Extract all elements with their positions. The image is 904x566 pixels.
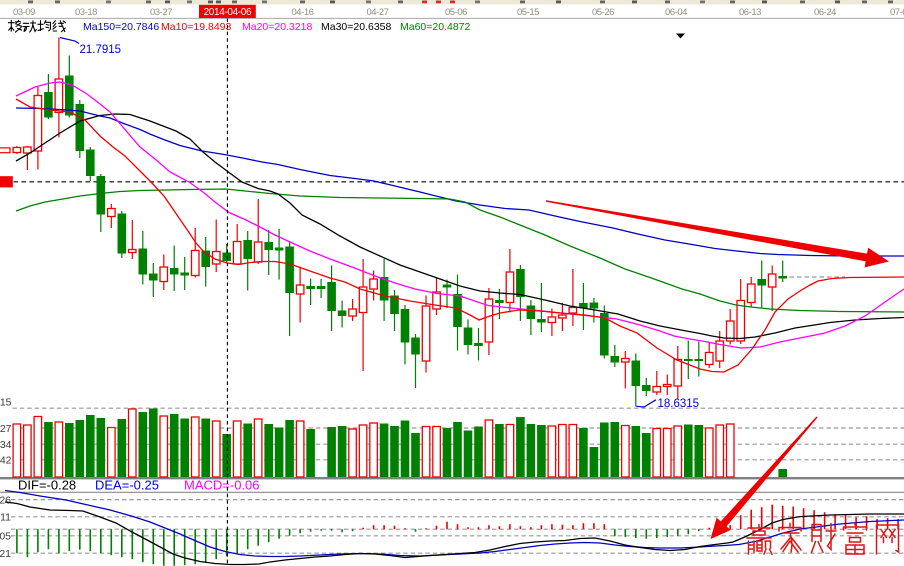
svg-text:15: 15 <box>0 396 12 408</box>
svg-text:Ma60=20.4872: Ma60=20.4872 <box>400 21 471 33</box>
svg-text:26: 26 <box>0 494 11 506</box>
svg-text:05-26: 05-26 <box>592 7 614 18</box>
svg-text:Ma20=20.3218: Ma20=20.3218 <box>242 21 313 33</box>
svg-text:Ma150=20.7846: Ma150=20.7846 <box>83 21 159 33</box>
svg-text:27: 27 <box>0 423 12 435</box>
svg-text:42: 42 <box>0 455 12 467</box>
svg-text:04-16: 04-16 <box>291 7 313 18</box>
svg-text:DIF=-0.28: DIF=-0.28 <box>18 478 76 493</box>
svg-text:04-27: 04-27 <box>366 7 388 18</box>
svg-text:18.6315: 18.6315 <box>658 398 700 410</box>
svg-text:2014-04-06: 2014-04-06 <box>204 7 252 18</box>
svg-text:MACD=-0.06: MACD=-0.06 <box>184 478 260 493</box>
svg-text:07-04: 07-04 <box>890 7 904 18</box>
svg-text:06-24: 06-24 <box>814 7 836 18</box>
svg-text:06-13: 06-13 <box>739 7 761 18</box>
svg-text:34: 34 <box>0 439 12 451</box>
svg-text:11: 11 <box>0 512 11 524</box>
svg-text:05-06: 05-06 <box>445 7 467 18</box>
svg-text:Ma30=20.6358: Ma30=20.6358 <box>321 21 392 33</box>
svg-text:05: 05 <box>0 531 11 543</box>
svg-text:03-18: 03-18 <box>75 7 97 18</box>
svg-text:21.7915: 21.7915 <box>80 44 122 56</box>
svg-text:05-15: 05-15 <box>517 7 539 18</box>
svg-text:Ma10=19.8493: Ma10=19.8493 <box>161 21 232 33</box>
svg-text:03-09: 03-09 <box>13 7 35 18</box>
svg-text:03-27: 03-27 <box>150 7 172 18</box>
svg-text:DEA=-0.25: DEA=-0.25 <box>95 478 159 493</box>
svg-text:06-04: 06-04 <box>665 7 687 18</box>
svg-text:21: 21 <box>0 548 11 560</box>
